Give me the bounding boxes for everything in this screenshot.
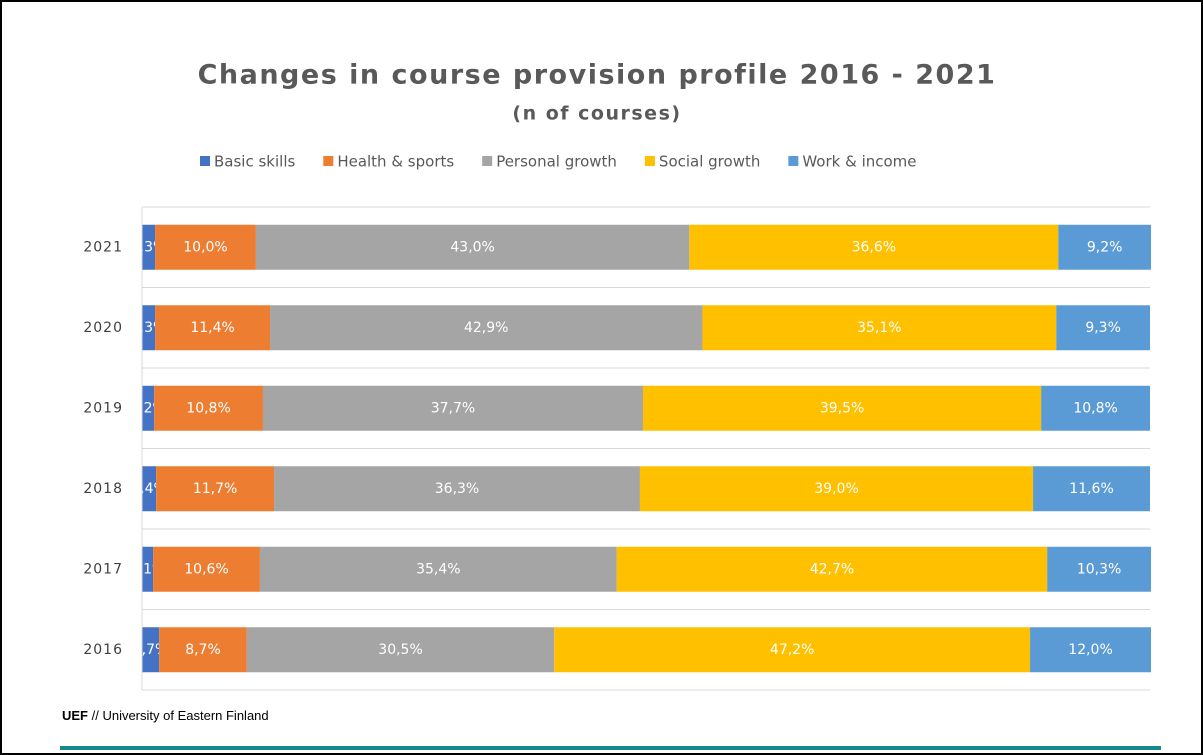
bar-segment bbox=[642, 385, 1042, 431]
bar-segment bbox=[1056, 305, 1150, 351]
bar-segment bbox=[142, 546, 154, 592]
bar-segment bbox=[142, 224, 156, 270]
bar-segment bbox=[639, 466, 1034, 512]
data-label: 43,0% bbox=[450, 239, 494, 255]
bar-segment bbox=[1041, 385, 1150, 431]
data-label: 10,8% bbox=[1073, 400, 1117, 416]
legend: Basic skills Health & sports Personal grow… bbox=[200, 153, 917, 171]
bar-segment bbox=[1047, 546, 1152, 592]
data-label: 10,6% bbox=[184, 561, 228, 577]
bar-segment bbox=[153, 546, 260, 592]
footer: UEF // University of Eastern Finland bbox=[62, 708, 269, 723]
y-tick-label: 2018 bbox=[83, 481, 123, 497]
legend-label: Personal growth bbox=[496, 153, 617, 171]
legend-label: Social growth bbox=[659, 153, 760, 171]
plot-area: 1,3% 10,0% 43,0% 36,6% 9,2%1,3% 11,4% 42,9% 35,… bbox=[142, 224, 1152, 673]
footer-rule bbox=[60, 746, 1161, 750]
legend-swatch bbox=[788, 156, 799, 166]
data-label: 37,7% bbox=[431, 400, 475, 416]
bar-segment bbox=[1033, 466, 1150, 512]
bar-segment bbox=[156, 466, 275, 512]
data-label: 12,0% bbox=[1068, 642, 1112, 658]
bar-segment bbox=[616, 546, 1048, 592]
legend-swatch bbox=[323, 156, 334, 166]
bar-segment bbox=[154, 385, 263, 431]
data-label: 36,6% bbox=[852, 239, 896, 255]
bar-segment bbox=[262, 385, 643, 431]
legend-swatch bbox=[482, 156, 493, 166]
bar-segment bbox=[155, 305, 271, 351]
bar-segment bbox=[155, 224, 256, 270]
bar-segment bbox=[142, 466, 157, 512]
bar-segment bbox=[246, 627, 555, 673]
data-label: 39,0% bbox=[814, 481, 858, 497]
bar-segment bbox=[554, 627, 1031, 673]
bar-segment bbox=[689, 224, 1059, 270]
y-tick-label: 2020 bbox=[83, 320, 123, 336]
bar-segment bbox=[159, 627, 247, 673]
data-label: 10,3% bbox=[1077, 561, 1121, 577]
data-label: 36,3% bbox=[435, 481, 479, 497]
bar-segment bbox=[259, 546, 617, 592]
bar-segment bbox=[142, 385, 155, 431]
data-label: 42,7% bbox=[810, 561, 854, 577]
legend-label: Basic skills bbox=[214, 153, 295, 171]
legend-label: Health & sports bbox=[337, 153, 454, 171]
bar-segment bbox=[702, 305, 1057, 351]
chart-subtitle: (n of courses) bbox=[512, 103, 681, 125]
data-label: 10,8% bbox=[186, 400, 230, 416]
bar-segment bbox=[142, 627, 160, 673]
data-label: 11,7% bbox=[193, 481, 237, 497]
data-label: 35,4% bbox=[416, 561, 460, 577]
chart-title: Changes in course provision profile 2016… bbox=[198, 60, 997, 91]
y-tick-label: 2017 bbox=[83, 561, 123, 577]
legend-swatch bbox=[644, 156, 655, 166]
footer-text: // University of Eastern Finland bbox=[88, 708, 269, 723]
data-label: 11,6% bbox=[1069, 481, 1113, 497]
data-label: 39,5% bbox=[820, 400, 864, 416]
data-label: 9,3% bbox=[1085, 320, 1121, 336]
data-label: 11,4% bbox=[190, 320, 234, 336]
legend-swatch bbox=[200, 156, 210, 166]
bar-segment bbox=[1030, 627, 1152, 673]
data-label: 42,9% bbox=[464, 320, 508, 336]
bar-segment bbox=[274, 466, 640, 512]
footer-bold: UEF bbox=[62, 708, 88, 723]
data-label: 30,5% bbox=[378, 642, 422, 658]
y-tick-label: 2019 bbox=[83, 400, 123, 416]
bar-segment bbox=[142, 305, 156, 351]
data-label: 9,2% bbox=[1087, 239, 1123, 255]
bar-segment bbox=[1058, 224, 1152, 270]
legend-label: Work & income bbox=[802, 153, 916, 171]
bar-segment bbox=[255, 224, 690, 270]
y-tick-label: 2021 bbox=[83, 239, 123, 255]
data-label: 35,1% bbox=[857, 320, 901, 336]
bar-segment bbox=[270, 305, 703, 351]
y-tick-label: 2016 bbox=[83, 642, 123, 658]
data-label: 10,0% bbox=[183, 239, 227, 255]
data-label: 47,2% bbox=[770, 642, 814, 658]
data-label: 8,7% bbox=[185, 642, 221, 658]
